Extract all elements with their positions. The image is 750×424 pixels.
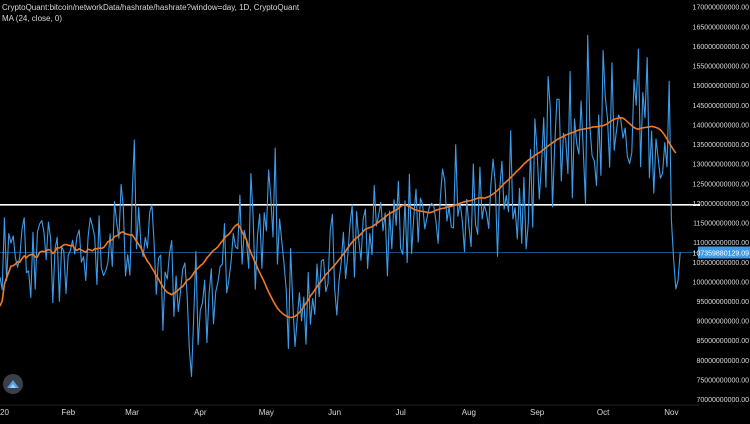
x-tick-label: Apr	[194, 408, 207, 417]
y-tick-label: 125000000000.00	[693, 181, 750, 188]
x-tick-label: Oct	[597, 408, 610, 417]
chart-legend: CryptoQuant:bitcoin/networkData/hashrate…	[2, 2, 299, 24]
price-label-text: 107359880129.09	[693, 250, 750, 257]
y-tick-label: 95000000000.00	[696, 299, 749, 306]
x-tick-label: Aug	[462, 408, 476, 417]
y-tick-label: 160000000000.00	[693, 44, 750, 51]
x-tick-label: Feb	[61, 408, 75, 417]
series-line-moving-average[interactable]	[0, 116, 677, 319]
y-tick-label: 80000000000.00	[696, 358, 749, 365]
y-tick-label: 145000000000.00	[693, 103, 750, 110]
symbol-legend[interactable]: CryptoQuant:bitcoin/networkData/hashrate…	[2, 3, 300, 12]
time-axis[interactable]: 20 Feb Mar Apr May Jun Jul Aug Sep Oct Nov	[0, 404, 700, 417]
price-axis[interactable]: 70000000000.00 75000000000.00 80000000000.…	[693, 5, 750, 404]
price-label-layer: 107359880129.09	[693, 246, 750, 259]
y-tick-label: 85000000000.00	[696, 338, 749, 345]
y-tick-label: 170000000000.00	[693, 5, 750, 12]
x-tick-label: May	[259, 408, 274, 417]
x-tick-label: Jun	[328, 408, 341, 417]
y-tick-label: 165000000000.00	[693, 24, 750, 31]
x-tick-label: Sep	[530, 408, 545, 417]
y-tick-label: 75000000000.00	[696, 377, 749, 384]
series-line-hashrate[interactable]	[0, 34, 681, 377]
logo-mark-icon	[7, 380, 19, 388]
y-tick-label: 90000000000.00	[696, 319, 749, 326]
y-tick-label: 140000000000.00	[693, 122, 750, 129]
indicator-legend[interactable]: MA (24, close, 0)	[2, 14, 63, 23]
y-tick-label: 155000000000.00	[693, 64, 750, 71]
y-tick-label: 70000000000.00	[696, 397, 749, 404]
x-tick-label: Mar	[125, 408, 139, 417]
y-tick-label: 150000000000.00	[693, 83, 750, 90]
y-tick-label: 115000000000.00	[693, 221, 749, 228]
x-tick-label: Jul	[396, 408, 406, 417]
y-tick-label: 110000000000.00	[693, 240, 749, 247]
x-tick-label: Nov	[664, 408, 678, 417]
y-tick-label: 100000000000.00	[693, 279, 750, 286]
y-tick-label: 120000000000.00	[693, 201, 750, 208]
x-tick-label: 20	[0, 408, 9, 417]
plot-layer	[0, 34, 700, 377]
y-tick-label: 135000000000.00	[693, 142, 750, 149]
price-label-box	[698, 246, 750, 259]
y-tick-label: 105000000000.00	[693, 260, 750, 267]
y-tick-label: 130000000000.00	[693, 162, 750, 169]
cryptoquant-logo-icon[interactable]	[3, 374, 23, 394]
